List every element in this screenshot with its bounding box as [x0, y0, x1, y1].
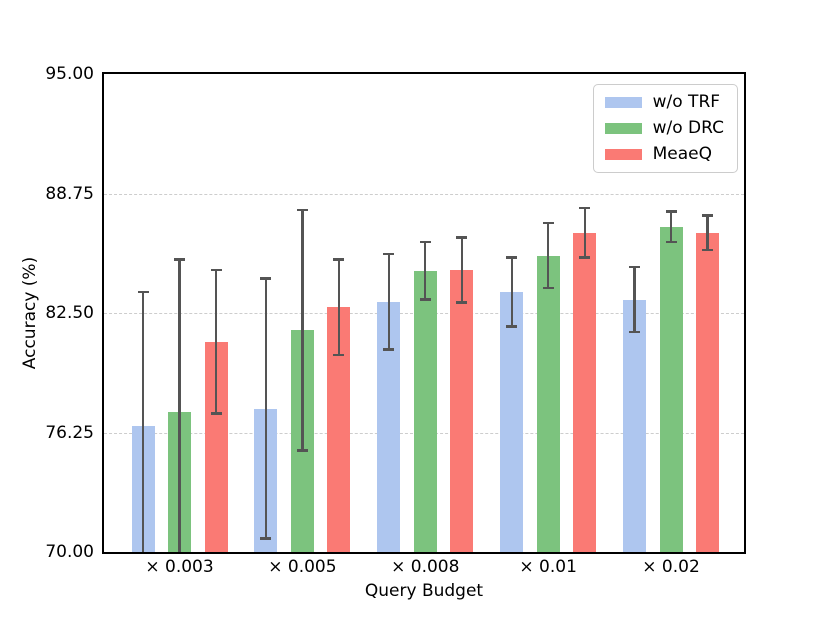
- error-bar-line: [706, 215, 709, 250]
- legend-label: w/o DRC: [652, 118, 724, 138]
- error-bar-cap: [629, 265, 641, 269]
- xtick-label: × 0.008: [391, 557, 460, 577]
- error-bar-line: [583, 207, 586, 258]
- error-bar-cap: [506, 256, 518, 259]
- error-bar-cap: [383, 348, 395, 351]
- bar: [536, 255, 560, 552]
- error-bar-cap: [456, 236, 468, 239]
- error-bar-cap: [260, 537, 272, 540]
- error-bar-cap: [579, 256, 591, 259]
- legend-item: MeaeQ: [604, 144, 724, 164]
- bar: [659, 226, 683, 552]
- plot-area: w/o TRF w/o DRC MeaeQ: [102, 72, 746, 554]
- error-bar-cap: [629, 330, 641, 334]
- error-bar-cap: [579, 206, 591, 210]
- error-bar-cap: [296, 208, 308, 211]
- error-bar-line: [669, 211, 673, 243]
- error-bar-cap: [419, 298, 431, 301]
- error-bar-cap: [542, 221, 554, 225]
- legend-item: w/o TRF: [604, 92, 724, 112]
- error-bar-cap: [456, 301, 468, 304]
- bar: [204, 341, 228, 552]
- bar: [327, 307, 351, 552]
- error-bar-cap: [702, 214, 714, 217]
- bar: [573, 232, 597, 552]
- error-bar-cap: [137, 290, 149, 294]
- xtick-label: × 0.003: [145, 557, 214, 577]
- error-bar-cap: [542, 286, 554, 290]
- x-axis-label: Query Budget: [364, 581, 484, 601]
- ytick-label: 76.25: [45, 422, 94, 443]
- error-bar-line: [424, 242, 427, 300]
- ytick-label: 82.50: [45, 303, 94, 323]
- xtick-label: × 0.005: [268, 557, 337, 577]
- bar: [377, 301, 401, 552]
- error-bar-cap: [174, 258, 186, 261]
- error-bar-cap: [260, 277, 272, 280]
- error-bar-cap: [506, 325, 518, 328]
- bar: [696, 232, 720, 552]
- error-bar-cap: [665, 241, 677, 244]
- legend-label: MeaeQ: [652, 144, 713, 164]
- error-bar-line: [141, 291, 145, 552]
- error-bar-cap: [702, 248, 714, 252]
- error-bar-line: [301, 209, 304, 451]
- ytick-label: 95.00: [45, 64, 94, 84]
- x-axis-ticks: × 0.003 × 0.005 × 0.008 × 0.01 × 0.02: [104, 557, 744, 579]
- error-bar-cap: [333, 258, 345, 261]
- y-axis-ticks: 70.00 76.25 82.50 88.75 95.00: [20, 64, 94, 562]
- ytick-label: 70.00: [45, 542, 94, 562]
- error-bar-cap: [665, 210, 677, 213]
- legend-swatch: [604, 123, 642, 134]
- error-bar-line: [178, 259, 181, 552]
- error-bar-cap: [210, 268, 222, 272]
- error-bar-cap: [210, 412, 222, 415]
- error-bar-cap: [383, 252, 395, 255]
- error-bar-line: [510, 257, 513, 327]
- ytick-label: 88.75: [45, 183, 94, 204]
- error-bar-line: [387, 253, 390, 350]
- bar: [413, 270, 437, 552]
- error-bar-line: [214, 269, 218, 414]
- error-bar-line: [460, 237, 463, 303]
- bar: [500, 291, 524, 552]
- gridline: [104, 193, 744, 195]
- legend-swatch: [604, 149, 642, 160]
- error-bar-cap: [333, 353, 345, 357]
- legend-label: w/o TRF: [652, 92, 721, 112]
- error-bar-line: [264, 278, 268, 539]
- error-bar-cap: [296, 449, 308, 452]
- bar: [450, 269, 474, 552]
- xtick-label: × 0.01: [519, 557, 577, 577]
- error-bar-line: [547, 223, 550, 289]
- legend-item: w/o DRC: [604, 118, 724, 138]
- error-bar-line: [633, 267, 636, 333]
- plot-inner: [104, 74, 744, 552]
- legend: w/o TRF w/o DRC MeaeQ: [592, 84, 738, 173]
- error-bar-line: [337, 259, 341, 356]
- bar: [623, 299, 647, 552]
- legend-swatch: [604, 97, 642, 108]
- xtick-label: × 0.02: [642, 557, 700, 577]
- error-bar-cap: [419, 241, 431, 244]
